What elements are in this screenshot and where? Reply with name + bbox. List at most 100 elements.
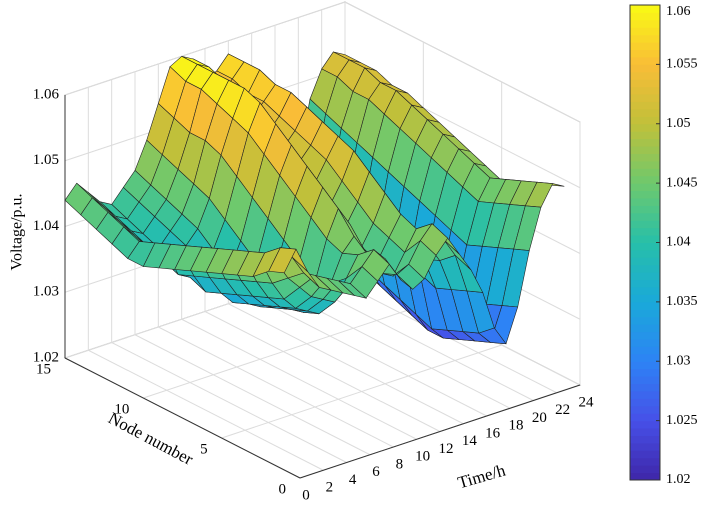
colorbar-step [630,272,660,281]
colorbar-step [630,390,660,399]
colorbar-step [630,116,660,125]
colorbar-step [630,220,660,229]
colorbar-step [630,175,660,184]
colorbar-step [630,94,660,102]
grid-line [134,334,371,456]
z-axis-label: Voltage/p.u. [9,193,26,270]
x-axis [299,384,581,479]
colorbar: 1.02 1.025 1.03 1.035 1.04 1.045 1.05 1.055 1.06 [629,4,698,487]
surface [64,51,565,345]
colorbar-step [630,472,660,481]
colorbar-step [630,353,660,362]
x-tick-label: 12 [439,441,454,457]
colorbar-step [630,168,660,177]
colorbar-tick-label: 1.035 [666,294,698,309]
colorbar-tick-label: 1.02 [666,472,691,487]
colorbar-step [630,450,660,459]
colorbar-step [630,442,660,451]
colorbar-step [630,457,660,466]
colorbar-step [630,190,660,199]
colorbar-step [630,123,660,132]
y-tick-label: 15 [36,361,51,377]
x-tick-label: 4 [349,472,357,488]
colorbar-step [630,301,660,310]
colorbar-step [630,264,660,273]
colorbar-step [630,56,660,65]
grid-line [221,344,502,439]
colorbar-tick-label: 1.055 [666,57,698,72]
colorbar-step [630,376,660,385]
colorbar-step [630,405,660,414]
colorbar-step [630,249,660,258]
colorbar-step [630,316,660,325]
grid-line [344,1,581,123]
y-tick-label: 10 [114,401,129,417]
x-tick-label: 6 [372,464,380,480]
x-tick-label: 14 [462,433,478,449]
grid-line [143,304,424,399]
grid-line [181,318,417,440]
grid-line [251,295,487,417]
colorbar-step [630,235,660,243]
colorbar-step [630,227,660,236]
x-tick-label: 8 [396,456,404,472]
grid-line [298,280,534,401]
colorbar-step [630,160,660,169]
grid-line [64,1,346,96]
colorbar-step [630,205,660,214]
grid-line [158,326,394,448]
x-tick-label: 18 [509,418,524,434]
colorbar-step [630,183,660,192]
colorbar-step [630,42,660,51]
x-tick-label: 20 [532,410,547,426]
colorbar-step [630,108,660,117]
colorbar-step [630,12,660,21]
colorbar-step [630,383,660,392]
grid-line [88,349,324,471]
z-tick-label: 1.05 [33,152,59,168]
colorbar-tick-label: 1.03 [666,353,691,368]
x-tick-label: 24 [579,394,595,410]
colorbar-step [630,79,660,88]
colorbar-step [630,153,660,162]
grid-line [228,303,464,425]
colorbar-step [630,5,660,13]
x-tick-label: 2 [326,480,334,496]
colorbar-step [630,34,660,43]
colorbar-step [630,346,660,355]
colorbar-tick-label: 1.06 [666,4,691,19]
colorbar-tick-label: 1.05 [666,116,691,131]
x-axis-label: Time/h [456,461,508,493]
colorbar-step [630,309,660,318]
colorbar-step [630,338,660,347]
colorbar-step [630,428,660,436]
colorbar-step [630,212,660,221]
colorbar-step [630,19,660,28]
colorbar-step [630,242,660,251]
colorbar-step [630,279,660,288]
colorbar-step [630,197,660,206]
colorbar-step [630,413,660,422]
colorbar-step [630,27,660,36]
grid-line [111,342,347,463]
colorbar-tick-label: 1.025 [666,413,698,428]
colorbar-tick-label: 1.045 [666,175,698,190]
z-tick-label: 1.04 [33,218,60,234]
x-tick-label: 10 [415,449,430,465]
y-axis [64,357,301,479]
colorbar-step [630,465,660,474]
z-tick-label: 1.02 [33,349,59,365]
colorbar-step [630,86,660,95]
x-tick-label: 0 [302,487,310,503]
colorbar-step [630,138,660,147]
z-tick-label: 1.06 [33,86,60,102]
colorbar-step [630,146,660,154]
colorbar-step [630,420,660,429]
colorbar-step [630,101,660,110]
colorbar-step [630,331,660,340]
colorbar-step [630,398,660,407]
x-tick-label: 16 [485,425,501,441]
colorbar-step [630,71,660,80]
colorbar-step [630,131,660,140]
